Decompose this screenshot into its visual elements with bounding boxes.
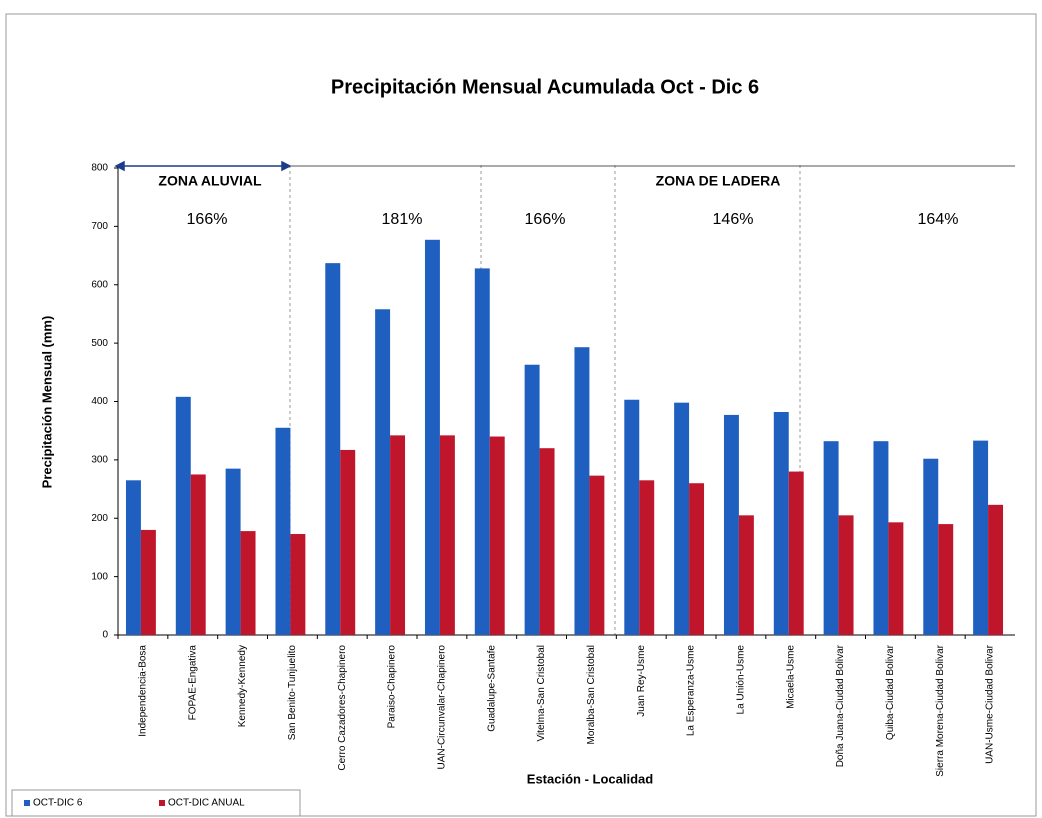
y-tick-label: 0 [102, 630, 108, 641]
x-tick-label: San Benito-Tunjuelito [287, 645, 298, 741]
bar [340, 449, 356, 635]
bar [823, 441, 839, 635]
legend-box [11, 789, 301, 817]
x-tick-label: Guadalupe-Santafe [486, 645, 497, 732]
zone-label: ZONA DE LADERA [656, 173, 781, 189]
x-tick-label: Independencia-Bosa [138, 645, 149, 737]
annotation: 164% [918, 211, 959, 228]
bar [773, 412, 789, 635]
bar [788, 471, 804, 635]
bar [140, 529, 156, 635]
bar [375, 309, 391, 635]
bar [973, 440, 989, 635]
x-tick-label: Juan Rey-Usme [636, 645, 647, 717]
bar [190, 474, 206, 635]
bar [639, 480, 655, 635]
x-tick-label: Paraiso-Chapinero [387, 645, 398, 729]
legend-label: OCT-DIC ANUAL [168, 798, 245, 809]
zone-arrows [114, 160, 1015, 172]
bar [325, 263, 341, 635]
arrowhead [281, 160, 292, 172]
y-tick-label: 800 [91, 163, 108, 174]
bar [175, 396, 191, 635]
bar [240, 531, 256, 635]
x-tick-label: Moralba-San Cristobal [586, 645, 597, 745]
bar [524, 364, 540, 635]
bar [125, 480, 141, 635]
bar [738, 515, 754, 635]
x-tick-label: Cerro Cazadores-Chapinero [337, 645, 348, 771]
bar [838, 515, 854, 635]
bar [923, 458, 939, 635]
bar [589, 475, 605, 635]
x-tick-label: La Esperanza-Usme [686, 645, 697, 737]
legend-label: OCT-DIC 6 [33, 798, 83, 809]
bar [474, 268, 490, 635]
zone-label: ZONA ALUVIAL [158, 173, 262, 189]
bar [689, 483, 705, 635]
x-tick-label: Micaela-Usme [785, 645, 796, 709]
annotation: 166% [187, 211, 228, 228]
bar [888, 522, 904, 635]
bar [539, 448, 555, 635]
y-tick-label: 700 [91, 221, 108, 232]
x-tick-label: Vitelma-San Cristobal [536, 645, 547, 742]
legend-swatch [159, 800, 165, 806]
x-tick-label: UAN-Usme-Ciudad Bolivar [985, 644, 996, 764]
bar [988, 504, 1004, 635]
x-tick-label: Quiba-Ciudad Bolivar [885, 644, 896, 740]
bar [624, 399, 640, 635]
x-axis-label: Estación - Localidad [527, 771, 653, 786]
y-tick-label: 300 [91, 455, 108, 466]
chart-border [5, 13, 1037, 817]
chart-title: Precipitación Mensual Acumulada Oct - Di… [331, 76, 759, 98]
bar [574, 347, 590, 635]
arrowhead [114, 160, 125, 172]
legend-swatch [24, 800, 30, 806]
bar [938, 524, 954, 635]
bar [390, 435, 406, 635]
x-tick-label: Sierra Morena-Ciudad Bolivar [935, 644, 946, 776]
x-tick-label: UAN-Circunvalar-Chapinero [437, 645, 448, 770]
x-tick-label: FOPAE-Engativa [187, 645, 198, 721]
x-tick-label: Doña Juana-Ciudad Bolivar [835, 644, 846, 767]
y-tick-label: 200 [91, 513, 108, 524]
annotation: 181% [382, 211, 423, 228]
y-tick-label: 600 [91, 279, 108, 290]
bar [489, 436, 505, 635]
bar [674, 402, 690, 635]
y-tick-label: 400 [91, 396, 108, 407]
y-tick-label: 500 [91, 338, 108, 349]
bar [275, 427, 291, 635]
bar [290, 534, 306, 635]
annotation: 146% [713, 211, 754, 228]
x-tick-label: Kennedy-Kennedy [237, 645, 248, 727]
bar [873, 441, 889, 635]
bar [723, 414, 739, 635]
annotation: 166% [525, 211, 566, 228]
bar [225, 468, 241, 635]
y-tick-label: 100 [91, 571, 108, 582]
bar [439, 435, 455, 635]
y-axis-label: Precipitación Mensual (mm) [39, 316, 54, 489]
x-tick-label: La Unión-Usme [736, 645, 747, 715]
bar [424, 239, 440, 635]
